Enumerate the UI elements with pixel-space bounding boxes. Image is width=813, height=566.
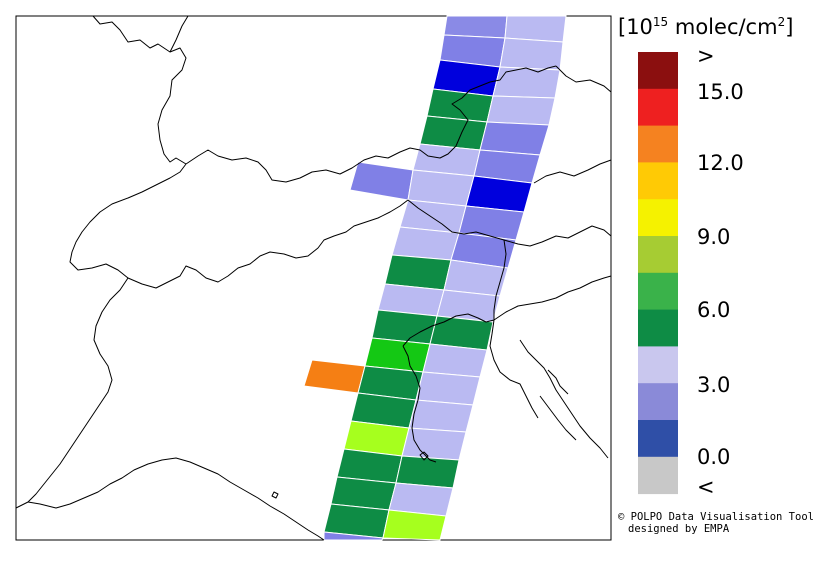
legend-tick-label: 3.0 bbox=[697, 373, 730, 397]
border-line bbox=[547, 369, 569, 395]
border-line bbox=[402, 313, 495, 347]
border-line bbox=[69, 163, 409, 289]
swath-pixel bbox=[492, 66, 561, 99]
legend-swatches bbox=[638, 52, 678, 495]
swath-pixel bbox=[479, 121, 550, 156]
border-line bbox=[533, 159, 612, 184]
credits: © POLPO Data Visualisation Tool designed… bbox=[618, 511, 813, 535]
swath-pixel bbox=[415, 371, 481, 406]
legend-swatch bbox=[638, 456, 678, 495]
legend-swatch bbox=[638, 272, 678, 311]
border-line bbox=[92, 15, 187, 165]
color-legend: [1015 molec/cm2] >15.0 12.0 9.0 6.0 3.0 0.0 < bbox=[618, 15, 793, 499]
legend-swatch bbox=[638, 162, 678, 200]
border-line bbox=[493, 239, 507, 320]
legend-swatch bbox=[638, 88, 678, 127]
legend-unit-suffix: molec/cm bbox=[668, 15, 777, 39]
border-line bbox=[419, 451, 429, 461]
border-line bbox=[555, 65, 612, 93]
legend-swatch bbox=[638, 199, 678, 237]
country-borders bbox=[15, 15, 612, 541]
border-line bbox=[519, 339, 609, 459]
legend-unit-exponent: 15 bbox=[653, 15, 668, 29]
swath-pixel bbox=[422, 343, 488, 378]
legend-swatch bbox=[638, 52, 678, 90]
legend-tick-label: 0.0 bbox=[697, 445, 730, 469]
border-line bbox=[407, 199, 612, 247]
border-line bbox=[493, 275, 612, 321]
border-line bbox=[185, 65, 557, 183]
border-line bbox=[27, 457, 325, 541]
legend-unit-close: ] bbox=[785, 15, 793, 39]
swath-pixel bbox=[486, 95, 556, 126]
border-line bbox=[489, 319, 539, 419]
legend-tick-label: > bbox=[697, 44, 715, 68]
legend-swatch bbox=[638, 125, 678, 163]
swath-pixel bbox=[499, 37, 564, 71]
legend-tick-label: 6.0 bbox=[697, 298, 730, 322]
legend-swatch bbox=[638, 383, 678, 421]
border-line bbox=[15, 277, 129, 509]
swath-pixel bbox=[408, 399, 474, 433]
swath-pixel bbox=[395, 455, 460, 489]
legend-swatch bbox=[638, 236, 678, 274]
legend-labels: >15.0 12.0 9.0 6.0 3.0 0.0 < bbox=[697, 44, 744, 499]
swath-pixel bbox=[504, 15, 567, 43]
legend-tick-label: 9.0 bbox=[697, 225, 730, 249]
satellite-swath bbox=[303, 15, 567, 541]
swath-pixel bbox=[323, 531, 384, 541]
legend-tick-label: < bbox=[697, 475, 715, 499]
legend-tick-label: 15.0 bbox=[697, 80, 744, 104]
legend-swatch bbox=[638, 309, 678, 347]
border-line bbox=[271, 491, 279, 499]
legend-unit-square: 2 bbox=[778, 15, 786, 29]
swath-pixel bbox=[382, 509, 447, 541]
legend-swatch bbox=[638, 346, 678, 384]
credits-line-2: designed by EMPA bbox=[628, 523, 730, 535]
legend-unit: [1015 molec/cm2] bbox=[618, 15, 793, 39]
legend-tick-label: 12.0 bbox=[697, 151, 744, 175]
legend-unit-prefix: [10 bbox=[618, 15, 653, 39]
swath-pixel bbox=[401, 427, 467, 461]
border-line bbox=[539, 395, 577, 441]
legend-swatch bbox=[638, 420, 678, 458]
credits-line-1: © POLPO Data Visualisation Tool bbox=[618, 511, 813, 523]
border-line bbox=[423, 453, 437, 463]
swath-pixel bbox=[391, 226, 460, 261]
border-line bbox=[169, 15, 189, 53]
swath-pixel bbox=[443, 15, 508, 39]
border-line bbox=[402, 345, 425, 455]
